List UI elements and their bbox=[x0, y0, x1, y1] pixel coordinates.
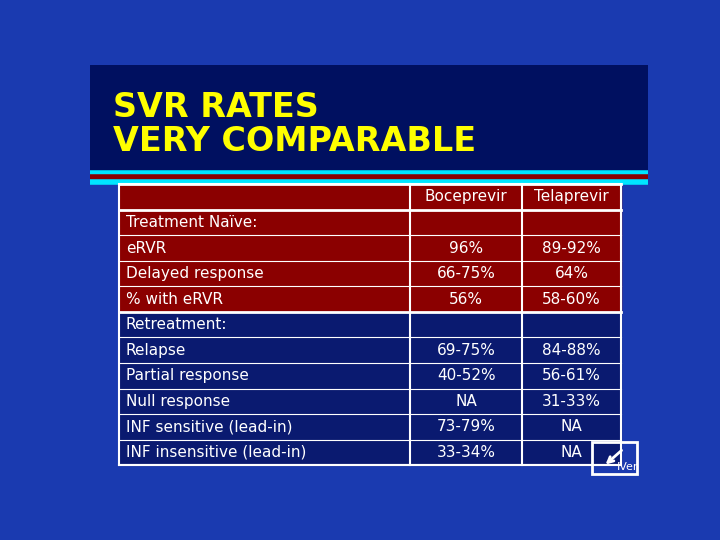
Text: 89-92%: 89-92% bbox=[542, 240, 601, 255]
Text: INF sensitive (lead-in): INF sensitive (lead-in) bbox=[126, 420, 292, 434]
Text: Boceprevir: Boceprevir bbox=[425, 190, 508, 205]
Text: SVR RATES: SVR RATES bbox=[113, 91, 319, 124]
Bar bbox=[120, 338, 621, 363]
Text: Telaprevir: Telaprevir bbox=[534, 190, 609, 205]
Bar bbox=[593, 442, 637, 475]
Text: 96%: 96% bbox=[449, 240, 483, 255]
Text: eRVR: eRVR bbox=[126, 240, 166, 255]
Text: 56-61%: 56-61% bbox=[542, 368, 601, 383]
Bar bbox=[120, 286, 621, 312]
Bar bbox=[120, 235, 621, 261]
Text: 69-75%: 69-75% bbox=[437, 343, 495, 357]
Text: NA: NA bbox=[561, 420, 582, 434]
Bar bbox=[120, 363, 621, 389]
Text: % with eRVR: % with eRVR bbox=[126, 292, 222, 307]
Bar bbox=[120, 210, 621, 235]
Text: 33-34%: 33-34% bbox=[437, 445, 496, 460]
Text: NA: NA bbox=[455, 394, 477, 409]
Text: VERY COMPARABLE: VERY COMPARABLE bbox=[113, 125, 477, 158]
Text: NA: NA bbox=[561, 445, 582, 460]
Text: IVer: IVer bbox=[617, 462, 639, 472]
Text: 31-33%: 31-33% bbox=[542, 394, 601, 409]
Text: 84-88%: 84-88% bbox=[542, 343, 601, 357]
Text: 73-79%: 73-79% bbox=[437, 420, 495, 434]
Text: INF insensitive (lead-in): INF insensitive (lead-in) bbox=[126, 445, 306, 460]
Text: Partial response: Partial response bbox=[126, 368, 248, 383]
Text: 56%: 56% bbox=[449, 292, 483, 307]
Bar bbox=[120, 312, 621, 338]
Bar bbox=[120, 389, 621, 414]
Text: 58-60%: 58-60% bbox=[542, 292, 601, 307]
Text: Delayed response: Delayed response bbox=[126, 266, 264, 281]
Bar bbox=[120, 440, 621, 465]
Bar bbox=[120, 184, 621, 210]
Text: 64%: 64% bbox=[554, 266, 589, 281]
Bar bbox=[120, 414, 621, 440]
Text: Treatment Naïve:: Treatment Naïve: bbox=[126, 215, 257, 230]
Text: 40-52%: 40-52% bbox=[437, 368, 495, 383]
Bar bbox=[120, 261, 621, 286]
Text: 66-75%: 66-75% bbox=[437, 266, 495, 281]
Text: Relapse: Relapse bbox=[126, 343, 186, 357]
Text: Null response: Null response bbox=[126, 394, 230, 409]
Text: Retreatment:: Retreatment: bbox=[126, 317, 227, 332]
Bar bbox=[120, 184, 621, 465]
Bar bbox=[90, 65, 648, 173]
